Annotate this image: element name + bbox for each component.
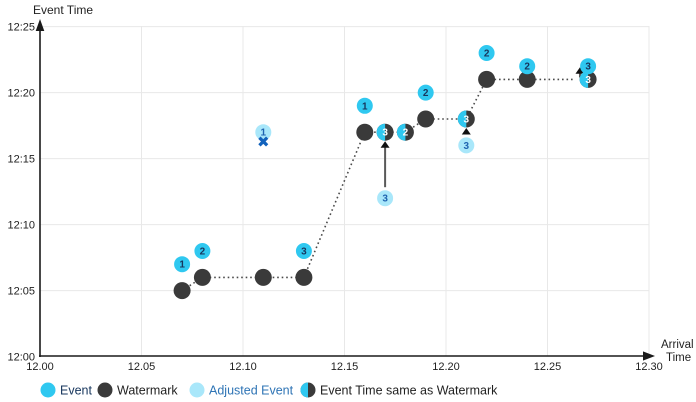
event-marker xyxy=(295,243,312,259)
x-tick-label: 12.05 xyxy=(128,361,156,373)
y-axis-title: Event Time xyxy=(33,3,93,17)
watermark-marker xyxy=(478,70,496,88)
event-marker xyxy=(356,97,373,114)
adjusted-event-marker xyxy=(255,124,272,141)
adjustment-arrow-head-icon xyxy=(380,141,390,148)
x-axis-title-line2: Time xyxy=(666,352,691,364)
x-tick-label: 12.10 xyxy=(229,361,257,373)
adjustment-arrow-head-icon xyxy=(461,128,471,135)
same-as-watermark-half-icon xyxy=(457,110,467,128)
y-tick-label: 12:10 xyxy=(7,220,35,232)
legend-label: Adjusted Event xyxy=(209,384,294,398)
x-tick-label: 12.30 xyxy=(635,361,663,373)
legend-label: Event Time same as Watermark xyxy=(320,384,498,398)
x-tick-label: 12.15 xyxy=(331,361,359,373)
marker-number: 2 xyxy=(200,247,206,258)
x-tick-label: 12.25 xyxy=(534,361,562,373)
axis-tick-labels: 12.00 12.05 12.10 12.15 12.20 12.25 12.30 12:00… xyxy=(7,22,662,374)
same-as-watermark-half-icon xyxy=(579,70,589,88)
marker-number: 3 xyxy=(464,115,470,126)
adjustment-arrow-head-icon xyxy=(575,67,585,74)
y-tick-label: 12:25 xyxy=(7,22,35,34)
legend-label: Watermark xyxy=(117,384,178,398)
event-marker xyxy=(194,243,211,259)
marker-number: 1 xyxy=(179,260,185,271)
marker-number: 1 xyxy=(261,128,267,139)
watermark-dotted-line xyxy=(181,78,574,292)
marker-number: 3 xyxy=(301,247,307,258)
watermark-marker xyxy=(254,268,272,286)
x-axis-title-line1: Arrival xyxy=(661,339,694,351)
legend: Event Watermark Adjusted Event Event Time s… xyxy=(40,382,498,398)
marker-number: 1 xyxy=(362,101,368,112)
adjusted-event-marker xyxy=(377,190,394,207)
marker-number: 3 xyxy=(382,128,388,139)
y-axis-arrow-icon xyxy=(35,19,45,31)
adjustment-arrows xyxy=(380,67,585,188)
legend-half-cyan-icon xyxy=(300,382,308,398)
marker-number: 3 xyxy=(585,62,591,73)
x-tick-label: 12.00 xyxy=(26,361,54,373)
marker-number: 3 xyxy=(382,194,388,205)
watermark-marker xyxy=(417,110,435,128)
legend-watermark-icon xyxy=(97,382,113,398)
gridlines xyxy=(40,26,650,356)
y-tick-label: 12:15 xyxy=(7,154,35,166)
same-as-watermark-half-icon xyxy=(376,123,386,141)
marker-number: 2 xyxy=(423,88,429,99)
legend-label: Event xyxy=(60,384,92,398)
event-marker xyxy=(417,84,434,101)
adjusted-event-marker xyxy=(458,137,475,154)
y-tick-label: 12:00 xyxy=(7,352,35,364)
marker-number: 3 xyxy=(585,75,591,86)
data-markers: 3 2 3 3 1 3 3 1 2 3 1 2 2 2 3 ✖ xyxy=(173,45,597,300)
marker-number: 2 xyxy=(403,128,409,139)
same-as-watermark-half-icon xyxy=(396,123,406,141)
axes xyxy=(35,19,655,361)
watermark-marker xyxy=(173,282,191,300)
marker-number: 2 xyxy=(484,49,490,60)
watermark-marker xyxy=(193,268,211,286)
legend-event-icon xyxy=(40,382,56,398)
event-marker xyxy=(580,58,597,75)
y-tick-label: 12:05 xyxy=(7,286,35,298)
event-marker xyxy=(519,58,536,75)
watermark-polyline xyxy=(181,78,574,292)
dropped-event-x-icon: ✖ xyxy=(257,133,270,151)
marker-number: 3 xyxy=(464,141,470,152)
watermark-marker xyxy=(356,123,374,141)
watermark-marker xyxy=(518,70,536,88)
x-axis-arrow-icon xyxy=(643,351,655,361)
watermark-marker xyxy=(295,268,313,286)
marker-number: 2 xyxy=(524,62,530,73)
x-tick-label: 12.20 xyxy=(432,361,460,373)
legend-adjusted-event-icon xyxy=(189,382,205,398)
y-tick-label: 12:20 xyxy=(7,88,35,100)
event-marker xyxy=(174,256,191,273)
event-marker xyxy=(478,45,495,61)
